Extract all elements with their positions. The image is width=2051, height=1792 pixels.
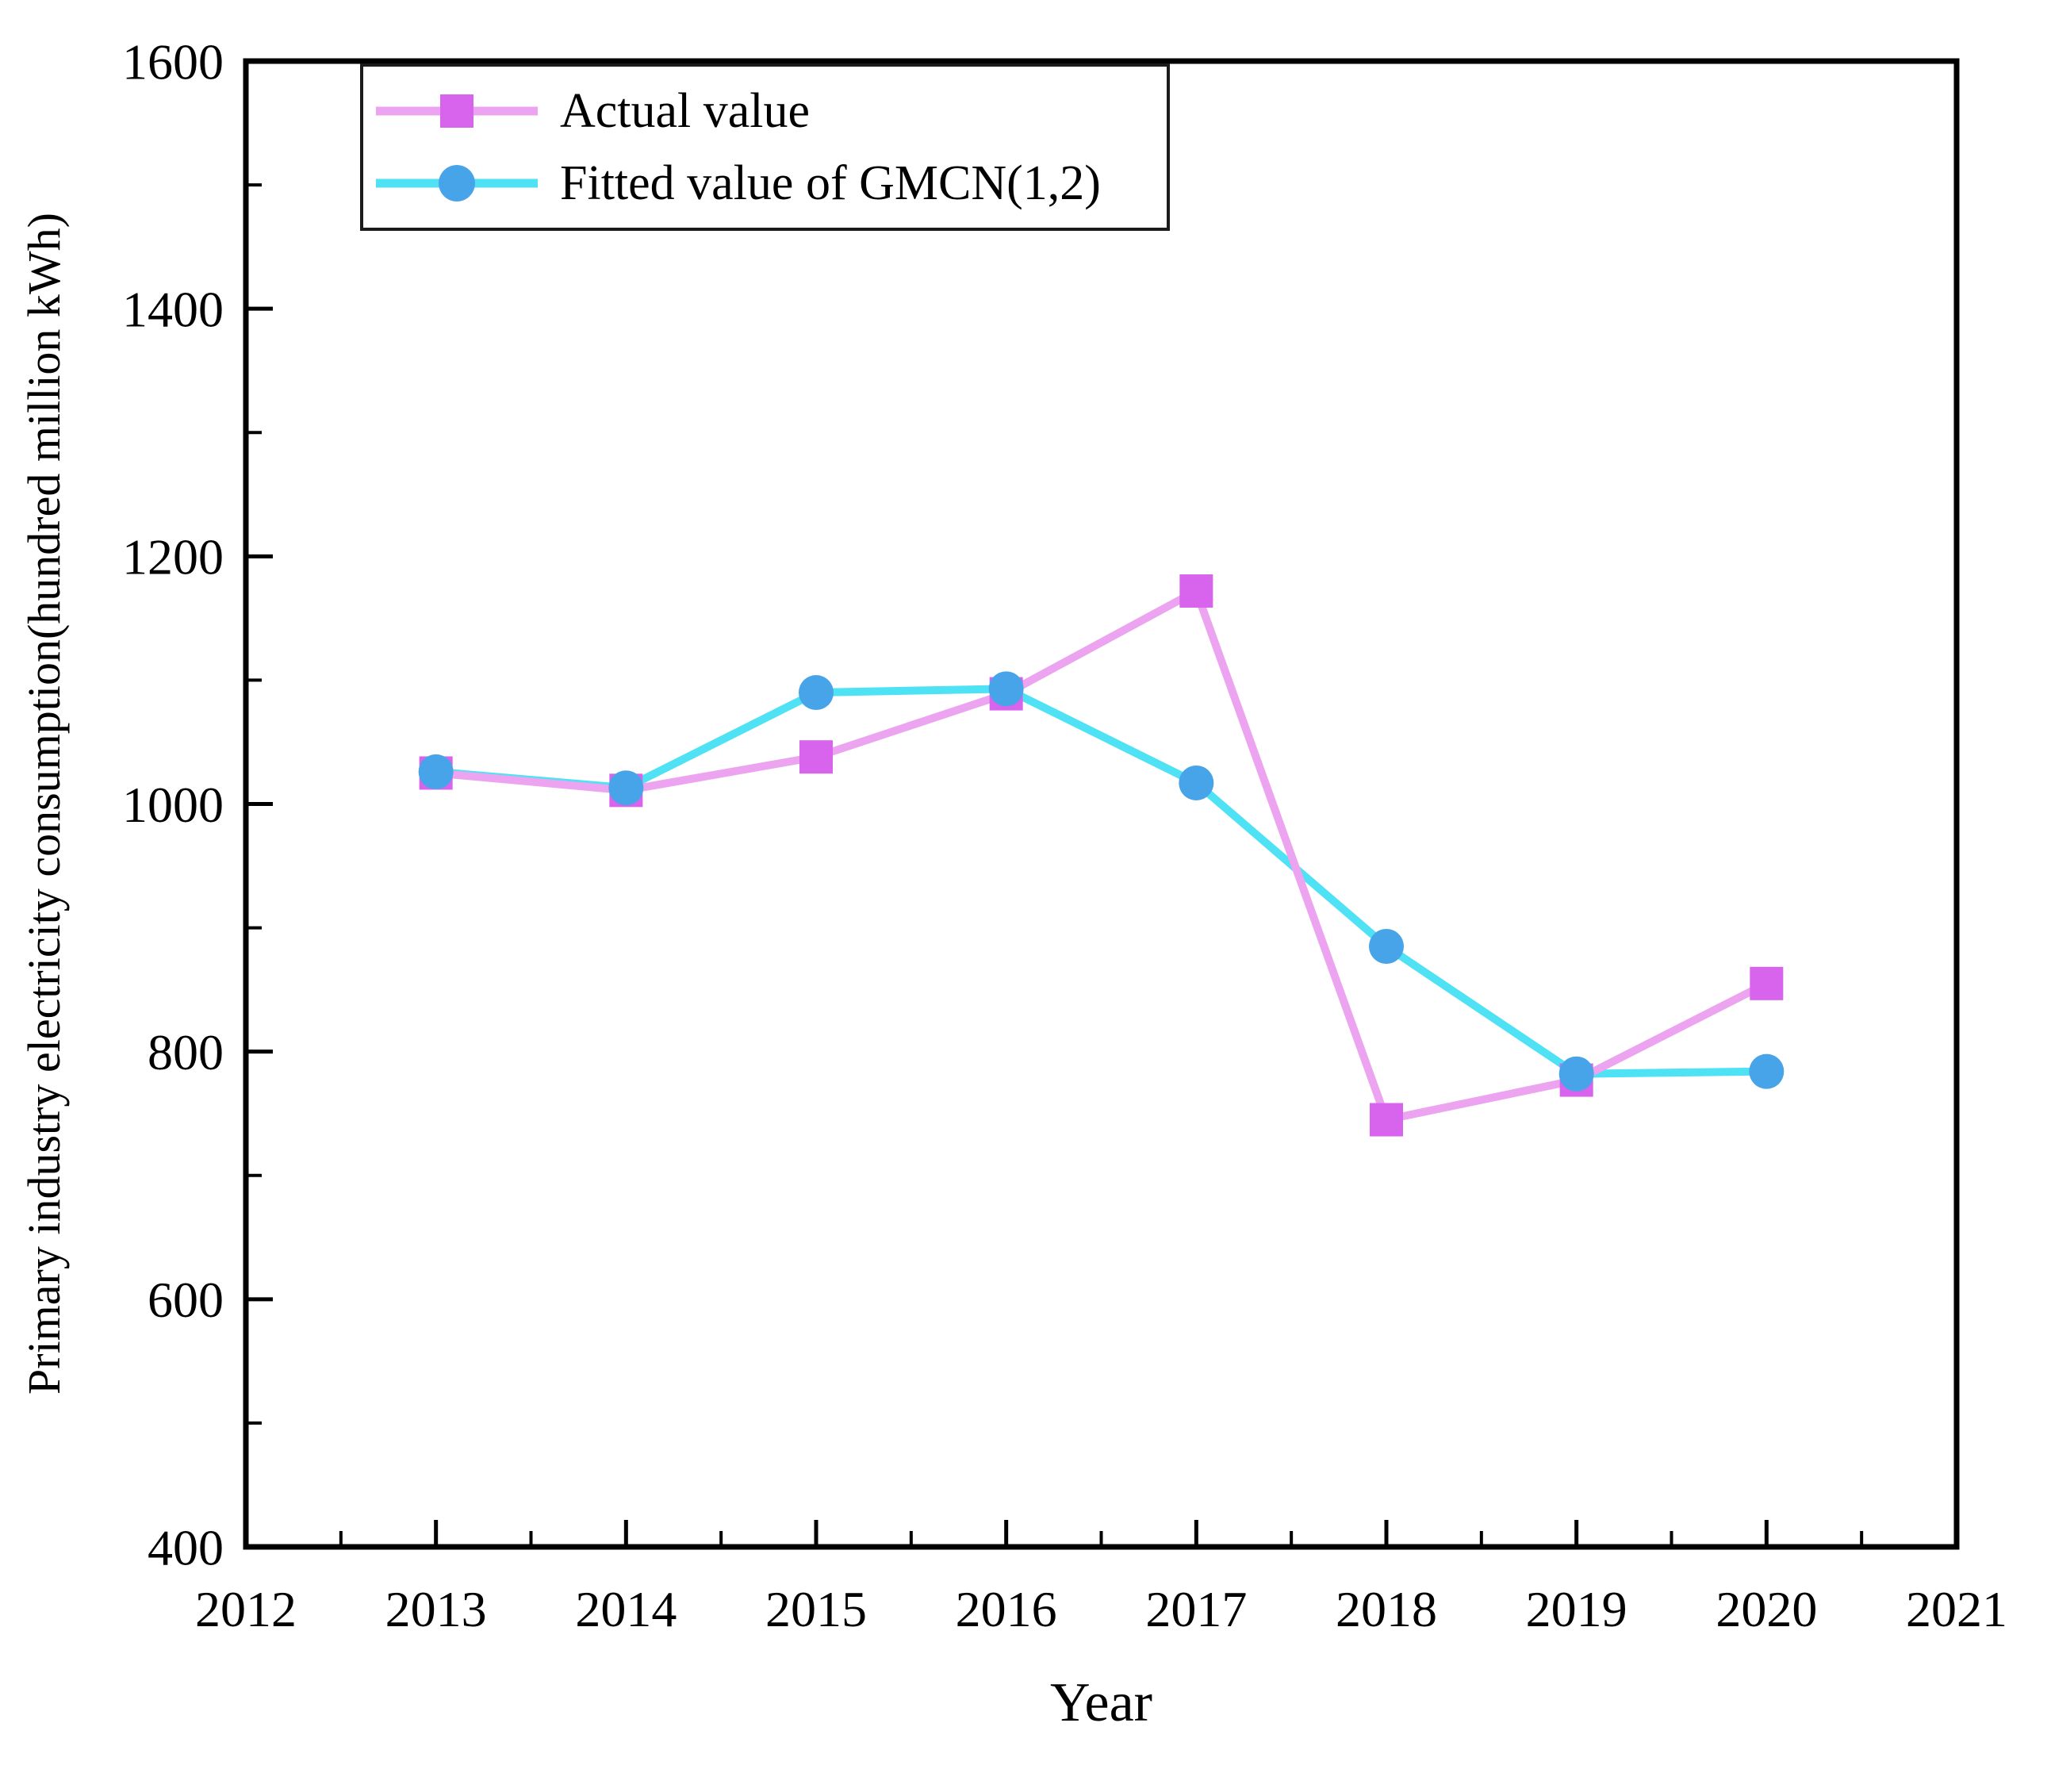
x-axis-title: Year bbox=[1050, 1672, 1152, 1733]
legend-swatch-actual bbox=[376, 94, 538, 128]
y-tick-label-800: 800 bbox=[148, 1024, 224, 1080]
marker-1-2020 bbox=[1749, 1053, 1785, 1089]
marker-1-2017 bbox=[1179, 765, 1214, 800]
legend-circle-marker bbox=[439, 165, 475, 201]
y-tick-label-1400: 1400 bbox=[122, 282, 224, 338]
x-tick-label-2018: 2018 bbox=[1336, 1581, 1437, 1637]
y-tick-label-1600: 1600 bbox=[122, 33, 224, 90]
marker-1-2019 bbox=[1558, 1056, 1594, 1092]
x-tick-label-2012: 2012 bbox=[195, 1581, 297, 1637]
x-tick-label-2013: 2013 bbox=[385, 1581, 487, 1637]
marker-1-2016 bbox=[988, 671, 1024, 707]
x-tick-label-2019: 2019 bbox=[1526, 1581, 1627, 1637]
marker-1-2018 bbox=[1369, 928, 1404, 964]
y-tick-label-400: 400 bbox=[148, 1519, 224, 1575]
marker-1-2015 bbox=[799, 675, 834, 711]
marker-0-2017 bbox=[1179, 574, 1213, 608]
series-line-0 bbox=[431, 587, 1771, 1124]
legend-label-fitted: Fitted value of GMCN(1,2) bbox=[560, 156, 1101, 210]
marker-0-2020 bbox=[1750, 966, 1784, 1000]
legend-label-actual: Actual value bbox=[560, 84, 811, 138]
marker-1-2014 bbox=[608, 770, 644, 806]
x-tick-label-2020: 2020 bbox=[1716, 1581, 1817, 1637]
x-tick-label-2014: 2014 bbox=[575, 1581, 677, 1637]
marker-0-2018 bbox=[1370, 1103, 1403, 1137]
marker-1-2013 bbox=[418, 754, 454, 789]
series-line-1 bbox=[431, 685, 1771, 1078]
y-tick-label-600: 600 bbox=[148, 1272, 224, 1328]
legend-item-fitted: Fitted value of GMCN(1,2) bbox=[370, 155, 1167, 211]
x-tick-label-2015: 2015 bbox=[765, 1581, 867, 1637]
legend-box: Actual value Fitted value of GMCN(1,2) bbox=[360, 63, 1170, 231]
legend-swatch-fitted bbox=[376, 165, 538, 201]
y-tick-label-1000: 1000 bbox=[122, 777, 224, 833]
legend-square-marker bbox=[440, 94, 473, 128]
x-tick-label-2017: 2017 bbox=[1145, 1581, 1247, 1637]
y-tick-label-1200: 1200 bbox=[122, 529, 224, 585]
marker-0-2015 bbox=[799, 740, 833, 774]
x-tick-label-2016: 2016 bbox=[956, 1581, 1057, 1637]
y-axis-title: Primary industry electricity consumption… bbox=[18, 213, 70, 1395]
plot-frame bbox=[243, 58, 1960, 1550]
legend-item-actual: Actual value bbox=[370, 83, 1167, 139]
x-tick-label-2021: 2021 bbox=[1906, 1581, 2007, 1637]
